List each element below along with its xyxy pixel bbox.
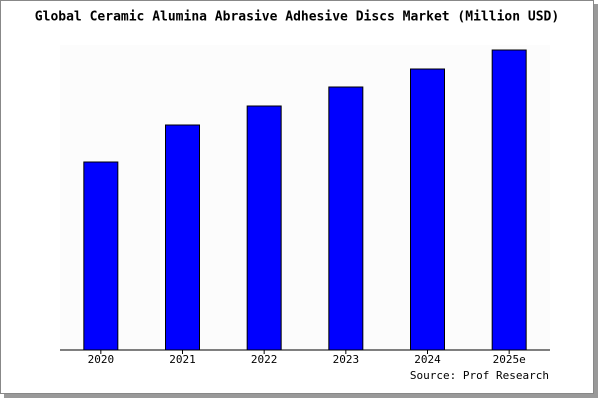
plot-area <box>60 45 550 350</box>
x-tick-label: 2021 <box>169 353 196 366</box>
x-tick-label: 2022 <box>251 353 278 366</box>
bar <box>328 86 364 351</box>
chart-title: Global Ceramic Alumina Abrasive Adhesive… <box>35 10 559 25</box>
source-note: Source: Prof Research <box>410 369 549 382</box>
x-tick-label: 2020 <box>88 353 115 366</box>
bar <box>410 68 445 351</box>
x-tick-label: 2025e <box>493 353 526 366</box>
bar <box>246 105 282 351</box>
x-tick-label: 2024 <box>414 353 441 366</box>
x-tick-label: 2023 <box>333 353 360 366</box>
bar <box>491 49 527 351</box>
bar <box>165 124 200 351</box>
bar <box>83 161 119 351</box>
